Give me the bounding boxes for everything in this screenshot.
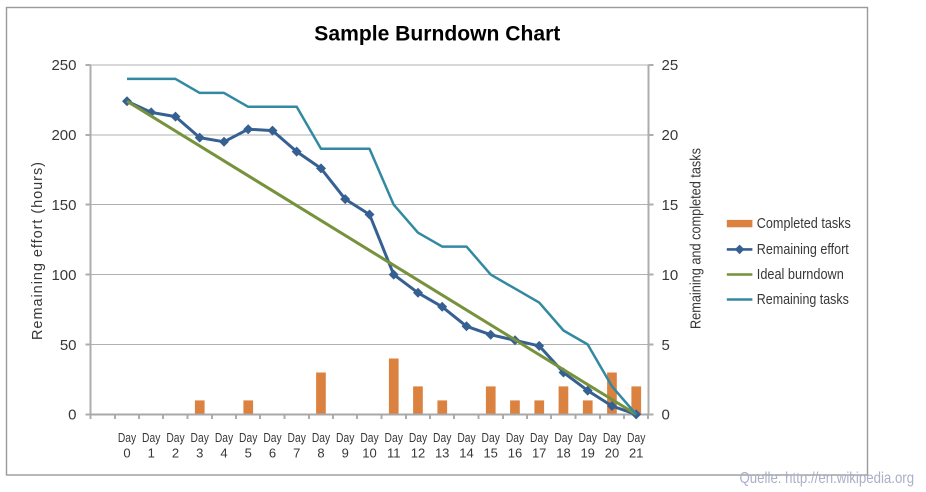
svg-text:100: 100 — [51, 267, 76, 284]
svg-text:10: 10 — [662, 267, 679, 284]
svg-text:Day: Day — [360, 430, 379, 445]
svg-text:11: 11 — [387, 445, 401, 460]
svg-text:15: 15 — [483, 445, 497, 460]
svg-text:Day: Day — [288, 430, 307, 445]
svg-text:4: 4 — [220, 445, 227, 460]
svg-text:Day: Day — [409, 430, 428, 445]
svg-text:Day: Day — [554, 430, 573, 445]
svg-text:Day: Day — [482, 430, 501, 445]
svg-text:21: 21 — [629, 445, 643, 460]
svg-text:12: 12 — [411, 445, 425, 460]
svg-text:6: 6 — [269, 445, 276, 460]
svg-text:150: 150 — [51, 197, 76, 214]
svg-text:0: 0 — [68, 407, 76, 424]
svg-text:0: 0 — [123, 445, 130, 460]
svg-text:10: 10 — [362, 445, 376, 460]
svg-text:Day: Day — [166, 430, 185, 445]
svg-text:Remaining tasks: Remaining tasks — [757, 291, 849, 308]
svg-text:20: 20 — [605, 445, 619, 460]
svg-text:Day: Day — [579, 430, 598, 445]
svg-text:7: 7 — [293, 445, 300, 460]
svg-text:8: 8 — [317, 445, 324, 460]
svg-text:Remaining effort (hours): Remaining effort (hours) — [30, 162, 46, 340]
svg-text:Day: Day — [312, 430, 331, 445]
svg-text:Day: Day — [191, 430, 210, 445]
svg-text:9: 9 — [342, 445, 349, 460]
svg-text:Day: Day — [603, 430, 622, 445]
svg-text:200: 200 — [51, 127, 76, 144]
svg-text:Day: Day — [530, 430, 549, 445]
svg-text:14: 14 — [459, 445, 473, 460]
svg-text:50: 50 — [60, 337, 77, 354]
svg-text:3: 3 — [196, 445, 203, 460]
svg-text:Completed tasks: Completed tasks — [757, 215, 851, 232]
svg-text:Day: Day — [506, 430, 525, 445]
svg-text:19: 19 — [580, 445, 594, 460]
svg-text:Ideal burndown: Ideal burndown — [757, 266, 844, 283]
svg-text:Day: Day — [336, 430, 355, 445]
svg-text:Remaining and completed tasks: Remaining and completed tasks — [689, 148, 705, 329]
svg-text:Remaining effort: Remaining effort — [757, 241, 850, 258]
svg-text:Day: Day — [215, 430, 234, 445]
svg-text:Day: Day — [118, 430, 137, 445]
svg-text:15: 15 — [662, 197, 679, 214]
svg-text:Quelle: http://en.wikipedia.or: Quelle: http://en.wikipedia.org — [740, 470, 915, 487]
svg-text:Day: Day — [433, 430, 452, 445]
svg-text:Day: Day — [457, 430, 476, 445]
svg-text:250: 250 — [51, 57, 76, 74]
svg-text:Day: Day — [263, 430, 282, 445]
svg-text:Day: Day — [142, 430, 161, 445]
svg-text:16: 16 — [508, 445, 522, 460]
svg-text:Sample Burndown Chart: Sample Burndown Chart — [314, 22, 560, 46]
svg-text:25: 25 — [662, 57, 679, 74]
svg-text:17: 17 — [532, 445, 546, 460]
svg-text:5: 5 — [662, 337, 670, 354]
svg-text:0: 0 — [662, 407, 670, 424]
svg-text:2: 2 — [172, 445, 179, 460]
svg-text:18: 18 — [556, 445, 570, 460]
svg-text:1: 1 — [148, 445, 155, 460]
svg-text:Day: Day — [385, 430, 404, 445]
svg-text:5: 5 — [245, 445, 252, 460]
svg-text:Day: Day — [627, 430, 646, 445]
svg-text:13: 13 — [435, 445, 449, 460]
svg-text:Day: Day — [239, 430, 258, 445]
svg-text:20: 20 — [662, 127, 679, 144]
